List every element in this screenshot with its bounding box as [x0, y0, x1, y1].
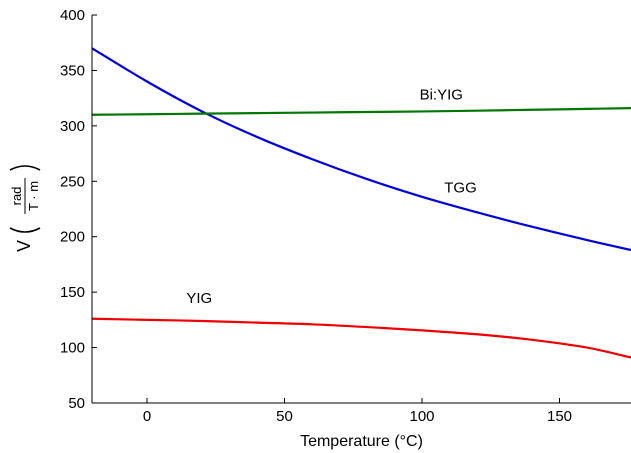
x-axis: 0 50 100 150	[92, 398, 631, 425]
y-axis-label-numerator: rad	[9, 187, 24, 206]
y-axis-label-prefix: V	[14, 240, 34, 252]
y-tick-label: 350	[60, 62, 85, 79]
y-axis-label-left-paren	[9, 227, 41, 233]
y-tick-label: 300	[60, 118, 85, 135]
y-axis-label-right-paren	[9, 165, 41, 171]
y-axis-label-denominator: T · m	[26, 181, 41, 211]
x-tick-label: 150	[547, 408, 572, 425]
x-axis-label: Temperature (°C)	[300, 433, 423, 450]
y-tick-label: 200	[60, 229, 85, 246]
y-tick-label: 50	[68, 395, 85, 412]
y-tick-label: 150	[60, 284, 85, 301]
y-axis: 50 100 150 200 250 300 350 400	[60, 7, 97, 412]
y-tick-label: 100	[60, 340, 85, 357]
series-label-tgg: TGG	[444, 179, 477, 196]
series-line-yig	[91, 317, 631, 359]
series-label-bi-yig: Bi:YIG	[420, 86, 463, 103]
plot-area	[91, 47, 631, 359]
x-tick-label: 0	[143, 408, 151, 425]
x-tick-label: 100	[409, 408, 434, 425]
series-line-tgg	[91, 47, 631, 252]
y-tick-label: 400	[60, 7, 85, 24]
series-labels: Bi:YIG TGG YIG	[186, 86, 476, 307]
y-axis-label: V rad T · m	[9, 165, 41, 252]
x-tick-label: 50	[276, 408, 293, 425]
series-label-yig: YIG	[186, 290, 212, 307]
series-line-bi-yig	[91, 107, 631, 116]
y-tick-label: 250	[60, 173, 85, 190]
